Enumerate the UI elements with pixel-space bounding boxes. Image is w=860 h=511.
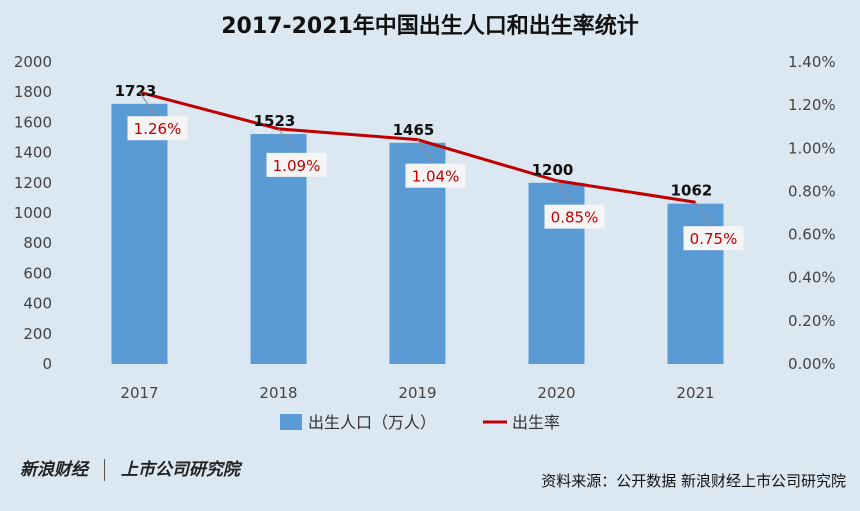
y-tick-label: 1600 [14,113,52,131]
legend-label-line: 出生率 [512,413,560,432]
x-tick-label: 2021 [676,384,714,402]
y2-tick-label: 1.40% [788,53,836,71]
y-tick-label: 400 [23,295,52,313]
x-tick-label: 2017 [120,384,158,402]
label-leader [695,201,714,229]
rate-value-label: 0.75% [690,230,738,248]
bar-value-label: 1523 [254,112,296,130]
sina-logo: 新浪财经 [20,460,88,480]
y-tick-label: 200 [23,325,52,343]
footer-logos: 新浪财经 上市公司研究院 [20,455,240,481]
legend-label-bar: 出生人口（万人） [308,413,436,432]
y-tick-label: 1200 [14,174,52,192]
x-axis: 2017 2018 2019 2020 2021 [120,384,714,402]
bar [111,103,168,365]
label-leader [139,91,158,119]
bar-series [111,103,724,365]
label-leader [556,180,575,207]
y-tick-label: 600 [23,264,52,282]
x-tick-label: 2018 [259,384,297,402]
legend: 出生人口（万人） 出生率 [280,413,560,432]
y-tick-label: 1400 [14,144,52,162]
rate-label-box [683,226,744,251]
legend-swatch-bar [280,414,302,430]
y-axis-right: 0.00% 0.20% 0.40% 0.60% 0.80% 1.00% 1.20% 1.40% [788,53,836,373]
y-tick-label: 1800 [14,83,52,101]
bar-value-label: 1062 [671,182,713,200]
source-note: 资料来源：公开数据 新浪财经上市公司研究院 [541,472,846,490]
x-tick-label: 2020 [537,384,575,402]
rate-value-label: 1.04% [412,168,460,186]
y2-tick-label: 0.20% [788,312,836,330]
bar-value-label: 1200 [532,161,574,179]
x-tick-label: 2019 [398,384,436,402]
rate-value-label: 1.26% [134,120,182,138]
rate-value-label: 0.85% [551,209,599,227]
y2-tick-label: 0.00% [788,355,836,373]
bar-value-label: 1723 [115,82,157,100]
y-tick-label: 1000 [14,204,52,222]
y-tick-label: 800 [23,234,52,252]
y2-tick-label: 0.40% [788,269,836,287]
rate-label-box [405,163,466,188]
y2-tick-label: 1.00% [788,139,836,157]
rate-label-box [127,116,188,141]
data-labels: 1723 1523 1465 1200 1062 1.26% 1.09% 1.04% 0.85%… [115,82,744,251]
y2-tick-label: 0.80% [788,182,836,200]
label-leader [417,139,436,166]
rate-label-box [544,204,605,229]
y2-tick-label: 1.20% [788,96,836,114]
chart-title: 2017-2021年中国出生人口和出生率统计 [221,14,639,39]
institute-logo: 上市公司研究院 [120,460,240,480]
rate-label-box [266,152,327,177]
y-axis-left: 0 200 400 600 800 1000 1200 1400 1600 1800 2000 [14,53,52,373]
label-leader [278,128,297,156]
y-tick-label: 0 [42,355,52,373]
y2-tick-label: 0.60% [788,226,836,244]
bar-value-label: 1465 [393,121,435,139]
rate-value-label: 1.09% [273,157,321,175]
y-tick-label: 2000 [14,53,52,71]
